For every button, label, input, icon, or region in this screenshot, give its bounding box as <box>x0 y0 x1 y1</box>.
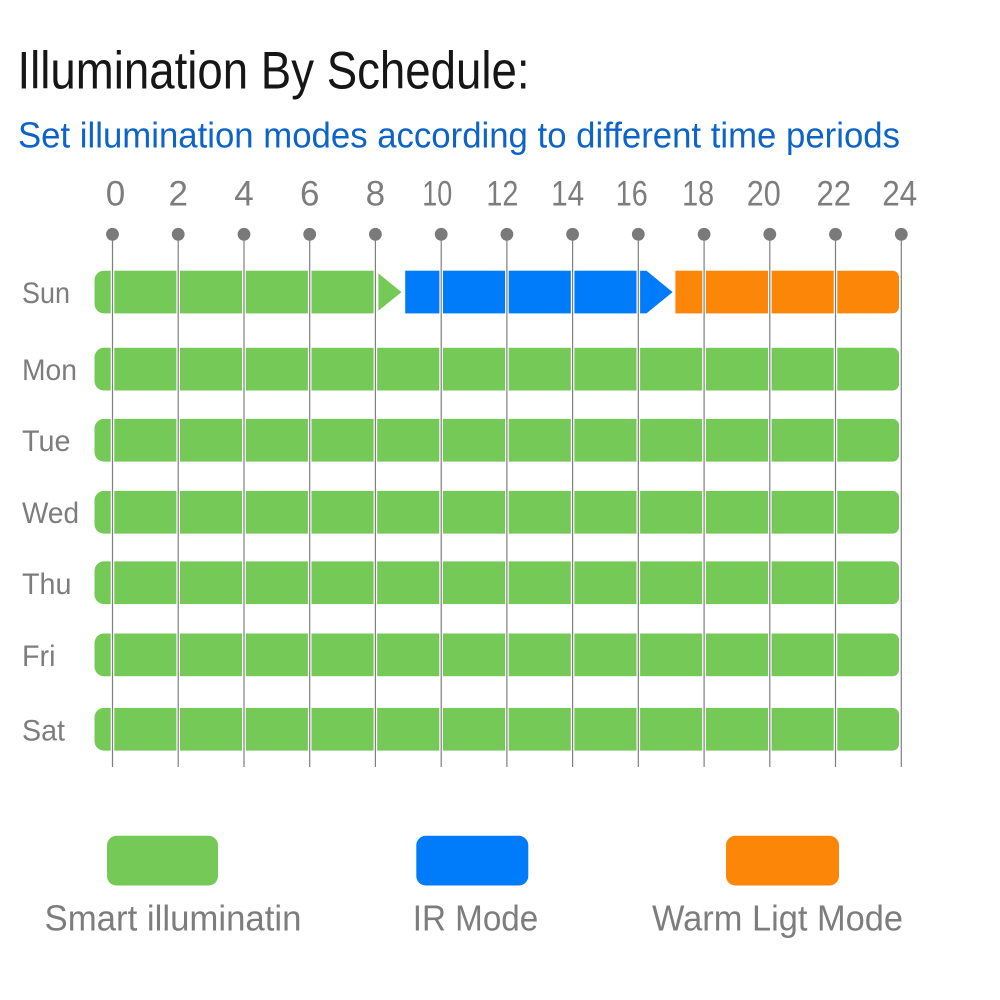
svg-text:Thu: Thu <box>22 568 72 601</box>
svg-text:IR Mode: IR Mode <box>413 898 539 939</box>
svg-text:20: 20 <box>747 175 781 214</box>
svg-text:Fri: Fri <box>22 640 56 673</box>
svg-text:2: 2 <box>168 175 187 214</box>
svg-text:Mon: Mon <box>22 354 77 387</box>
svg-text:Tue: Tue <box>22 425 71 458</box>
svg-text:18: 18 <box>682 175 714 214</box>
svg-text:10: 10 <box>422 175 452 214</box>
svg-text:4: 4 <box>234 175 253 214</box>
svg-text:Sun: Sun <box>22 277 70 310</box>
svg-text:Wed: Wed <box>22 497 79 530</box>
svg-text:Illumination By Schedule:: Illumination By Schedule: <box>18 42 530 101</box>
svg-text:24: 24 <box>882 175 917 214</box>
svg-text:8: 8 <box>366 175 385 214</box>
svg-text:16: 16 <box>616 175 648 214</box>
svg-text:0: 0 <box>106 175 125 214</box>
svg-text:Smart illuminatin: Smart illuminatin <box>45 898 302 939</box>
svg-text:14: 14 <box>551 175 584 214</box>
svg-text:22: 22 <box>817 175 852 214</box>
svg-text:12: 12 <box>486 175 518 214</box>
svg-text:Warm Ligt Mode: Warm Ligt Mode <box>652 898 903 939</box>
svg-text:Set illumination modes accordi: Set illumination modes according to diff… <box>18 115 900 156</box>
svg-text:6: 6 <box>300 175 319 214</box>
svg-text:Sat: Sat <box>22 714 65 747</box>
